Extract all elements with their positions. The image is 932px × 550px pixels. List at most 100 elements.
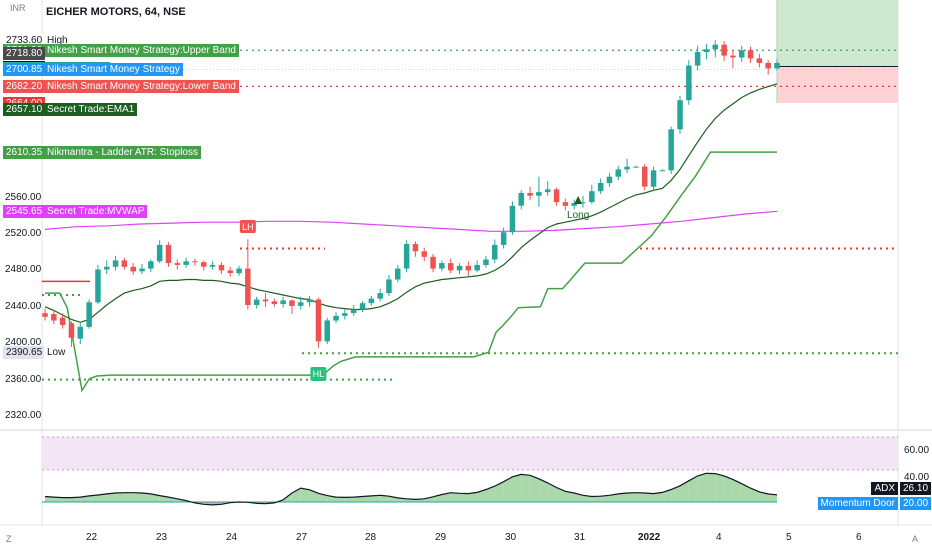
candle-body xyxy=(597,183,604,192)
auto-scale-toggle[interactable]: Z xyxy=(6,534,12,544)
candle-body xyxy=(245,268,251,305)
price-axis-tag: 2682.20 xyxy=(3,80,46,93)
candle xyxy=(703,43,710,60)
candle xyxy=(483,255,489,268)
candle-body xyxy=(553,189,560,203)
candle-body xyxy=(730,55,736,58)
candle xyxy=(650,166,657,190)
candle xyxy=(756,53,763,68)
candle xyxy=(324,317,330,345)
candle xyxy=(624,158,630,174)
candle-body xyxy=(315,299,322,342)
indicator-name-tag: Secret Trade:EMA1 xyxy=(44,103,138,116)
candle xyxy=(465,261,472,276)
candle-body xyxy=(686,65,692,101)
adx-fill xyxy=(582,495,592,502)
candle xyxy=(677,95,683,134)
candle-body xyxy=(500,232,507,245)
candle-body xyxy=(262,299,269,302)
candle-body xyxy=(51,314,57,321)
hl-marker-box xyxy=(310,367,327,381)
candle-body xyxy=(562,202,569,206)
candle-body xyxy=(333,315,339,321)
candle xyxy=(421,247,427,262)
candle-body xyxy=(739,50,745,58)
candle-body xyxy=(694,52,701,66)
candle-body xyxy=(253,299,260,305)
adx-fill xyxy=(45,496,54,502)
auto-scale-button[interactable]: A xyxy=(912,534,919,544)
candle xyxy=(51,309,57,325)
candle xyxy=(589,184,595,204)
candle xyxy=(148,259,154,273)
adx-fill xyxy=(521,474,531,502)
candle xyxy=(562,198,569,211)
candle-body xyxy=(386,279,392,294)
adx-fill xyxy=(741,483,751,502)
candle-body xyxy=(650,170,657,187)
candle xyxy=(209,261,216,270)
candle-body xyxy=(298,302,304,306)
mvwap-line xyxy=(44,210,778,232)
price-tick-label: 2440.00 xyxy=(5,301,42,312)
osc-indicator-value: 26.10 xyxy=(900,482,932,495)
candle xyxy=(545,181,551,196)
candle-body xyxy=(421,251,427,257)
candle-body xyxy=(368,298,375,304)
candle-body xyxy=(395,268,401,280)
adx-line xyxy=(44,472,778,506)
price-axis-tag: 2657.10 xyxy=(3,103,46,116)
candle xyxy=(606,173,613,187)
ladder-stoploss-line xyxy=(45,151,777,393)
candle-body xyxy=(624,166,630,170)
ema-line xyxy=(44,83,778,323)
candle-body xyxy=(236,268,242,274)
indicator-name-tag: Low xyxy=(44,346,69,359)
candle-body xyxy=(280,300,286,304)
candle-body xyxy=(59,317,66,325)
candle xyxy=(571,199,577,210)
candle-body xyxy=(536,192,542,196)
indicator-name-tag: High xyxy=(44,34,71,47)
candle-body xyxy=(712,44,718,50)
candle xyxy=(386,274,392,296)
time-tick-label: 28 xyxy=(365,532,377,543)
adx-fill xyxy=(697,473,707,502)
candle xyxy=(721,41,727,62)
overbought-zone xyxy=(42,437,898,470)
hl-marker-label: HL xyxy=(313,369,325,379)
adx-fill xyxy=(62,497,72,502)
time-tick-label: 29 xyxy=(435,532,447,543)
candle-body xyxy=(86,302,92,327)
candle xyxy=(474,260,480,273)
adx-fill xyxy=(371,495,381,502)
adx-fill xyxy=(600,495,610,502)
candle xyxy=(642,163,648,191)
candle-body xyxy=(642,166,648,187)
candle-body xyxy=(756,58,763,63)
candle-body xyxy=(377,293,383,299)
candle xyxy=(68,321,75,347)
adx-fill xyxy=(732,479,742,502)
adx-fill xyxy=(450,492,460,502)
time-tick-label: 23 xyxy=(156,532,168,543)
candle-body xyxy=(509,205,516,233)
candle xyxy=(104,260,110,275)
candle-body xyxy=(165,244,172,264)
adx-fill xyxy=(477,489,486,502)
candle-body xyxy=(518,193,524,206)
candle xyxy=(201,260,207,271)
adx-fill xyxy=(291,488,301,502)
price-tick-label: 2560.00 xyxy=(5,192,42,203)
symbol-title: EICHER MOTORS, 64, NSE xyxy=(46,6,186,18)
adx-fill xyxy=(662,489,672,502)
osc-indicator-value: 20.00 xyxy=(900,497,932,510)
candle-body xyxy=(183,261,189,265)
adx-fill xyxy=(609,493,619,502)
candle xyxy=(774,59,780,71)
candle xyxy=(174,259,181,270)
adx-fill xyxy=(336,497,345,502)
candle xyxy=(615,165,621,181)
candle xyxy=(509,201,516,235)
